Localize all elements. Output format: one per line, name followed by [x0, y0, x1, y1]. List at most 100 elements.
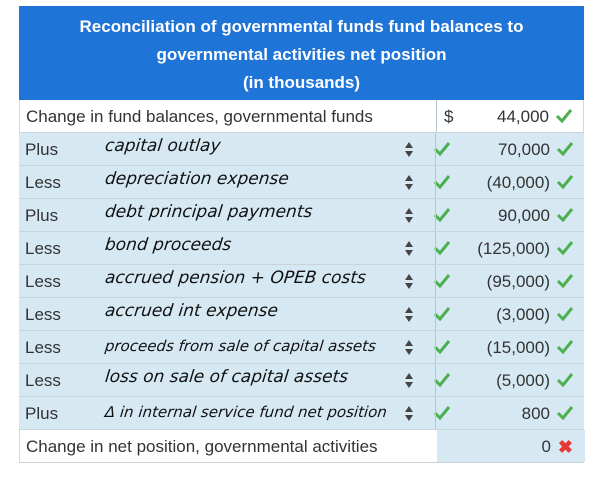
operator-cell[interactable]: Less — [19, 232, 75, 264]
reconciliation-table: Reconciliation of governmental funds fun… — [19, 6, 585, 463]
x-icon: ✖ — [557, 437, 573, 457]
dropdown-arrows-icon[interactable] — [405, 142, 413, 158]
description-text: accrued pension + OPEB costs — [103, 268, 367, 288]
dropdown-arrows-icon[interactable] — [405, 208, 413, 224]
check-icon — [433, 175, 451, 190]
operator-cell[interactable]: Plus — [19, 397, 75, 429]
reconciling-row: Plus Δ in internal service fund net posi… — [19, 397, 584, 430]
reconciling-row: Less bond proceeds (125,000) — [19, 232, 584, 265]
fund-balance-label: Change in fund balances, governmental fu… — [26, 107, 373, 126]
fund-balance-amount: 44,000 — [497, 107, 549, 126]
check-icon — [433, 307, 451, 322]
check-icon — [556, 340, 574, 355]
net-position-amount-cell[interactable]: 0 ✖ — [437, 430, 585, 462]
amount-value: (5,000) — [496, 371, 550, 390]
operator-cell[interactable]: Less — [19, 364, 75, 396]
amount-input[interactable]: 90,000 — [436, 199, 584, 231]
operator-label: Less — [25, 173, 61, 192]
description-dropdown[interactable]: capital outlay — [75, 133, 451, 165]
operator-cell[interactable]: Less — [19, 331, 75, 363]
reconciling-row: Less proceeds from sale of capital asset… — [19, 331, 584, 364]
amount-value: 70,000 — [498, 140, 550, 159]
reconciling-row: Plus capital outlay 70,000 — [19, 133, 584, 166]
operator-cell[interactable]: Plus — [19, 133, 75, 165]
amount-input[interactable]: (15,000) — [436, 331, 584, 363]
operator-label: Plus — [25, 140, 59, 159]
amount-input[interactable]: (3,000) — [436, 298, 584, 330]
dropdown-arrows-icon[interactable] — [405, 175, 413, 191]
check-icon — [433, 373, 451, 388]
operator-cell[interactable]: Less — [19, 166, 75, 198]
dropdown-arrows-icon[interactable] — [405, 373, 413, 389]
table-header: Reconciliation of governmental funds fun… — [19, 6, 584, 100]
dollar-sign: $ — [444, 107, 454, 126]
amount-value: 90,000 — [498, 206, 550, 225]
check-icon — [556, 142, 574, 157]
amount-input[interactable]: 800 — [436, 397, 584, 429]
check-icon — [556, 175, 574, 190]
dropdown-arrows-icon[interactable] — [405, 340, 413, 356]
amount-input[interactable]: (95,000) — [436, 265, 584, 297]
check-icon — [433, 340, 451, 355]
operator-label: Plus — [25, 404, 59, 423]
description-dropdown[interactable]: depreciation expense — [75, 166, 451, 198]
check-icon — [433, 241, 451, 256]
operator-label: Less — [25, 338, 61, 357]
description-dropdown[interactable]: bond proceeds — [75, 232, 451, 264]
description-dropdown[interactable]: Δ in internal service fund net position — [75, 397, 451, 429]
reconciling-items: Plus capital outlay 70,000 Less deprecia… — [19, 133, 584, 430]
description-dropdown[interactable]: loss on sale of capital assets — [75, 364, 451, 396]
description-text: Δ in internal service fund net position — [104, 403, 388, 421]
check-icon — [556, 307, 574, 322]
amount-value: (40,000) — [486, 173, 550, 192]
description-dropdown[interactable]: accrued pension + OPEB costs — [75, 265, 451, 297]
amount-input[interactable]: (125,000) — [436, 232, 584, 264]
check-icon — [433, 274, 451, 289]
description-dropdown[interactable]: proceeds from sale of capital assets — [75, 331, 451, 363]
net-position-row: Change in net position, governmental act… — [19, 430, 585, 463]
amount-value: (3,000) — [496, 305, 550, 324]
check-icon — [433, 142, 451, 157]
dropdown-arrows-icon[interactable] — [405, 307, 413, 323]
reconciling-row: Less depreciation expense (40,000) — [19, 166, 584, 199]
amount-input[interactable]: (5,000) — [436, 364, 584, 396]
check-icon — [556, 208, 574, 223]
reconciling-row: Plus debt principal payments 90,000 — [19, 199, 584, 232]
operator-label: Less — [25, 371, 61, 390]
dropdown-arrows-icon[interactable] — [405, 406, 413, 422]
amount-input[interactable]: 70,000 — [436, 133, 584, 165]
description-dropdown[interactable]: debt principal payments — [75, 199, 451, 231]
amount-input[interactable]: (40,000) — [436, 166, 584, 198]
check-icon — [433, 208, 451, 223]
amount-value: (95,000) — [486, 272, 550, 291]
reconciling-row: Less accrued int expense (3,000) — [19, 298, 584, 331]
check-icon — [556, 406, 574, 421]
amount-value: (15,000) — [486, 338, 550, 357]
check-icon — [555, 109, 573, 124]
operator-cell[interactable]: Less — [19, 265, 75, 297]
operator-label: Less — [25, 239, 61, 258]
net-position-amount: 0 — [541, 437, 551, 456]
header-line-3: (in thousands) — [242, 73, 361, 92]
check-icon — [556, 241, 574, 256]
amount-value: (125,000) — [477, 239, 550, 258]
header-line-2: governmental activities net position — [156, 45, 447, 64]
fund-balance-row: Change in fund balances, governmental fu… — [19, 100, 584, 133]
description-text: capital outlay — [103, 136, 222, 156]
description-dropdown[interactable]: accrued int expense — [75, 298, 451, 330]
dropdown-arrows-icon[interactable] — [405, 274, 413, 290]
description-text: loss on sale of capital assets — [103, 367, 350, 387]
operator-cell[interactable]: Plus — [19, 199, 75, 231]
reconciling-row: Less loss on sale of capital assets (5,0… — [19, 364, 584, 397]
check-icon — [556, 373, 574, 388]
operator-label: Plus — [25, 206, 59, 225]
header-line-1: Reconciliation of governmental funds fun… — [79, 17, 524, 36]
description-text: bond proceeds — [103, 235, 233, 255]
description-text: debt principal payments — [103, 202, 314, 222]
dropdown-arrows-icon[interactable] — [405, 241, 413, 257]
operator-cell[interactable]: Less — [19, 298, 75, 330]
description-text: proceeds from sale of capital assets — [104, 337, 377, 355]
net-position-label: Change in net position, governmental act… — [26, 437, 378, 456]
reconciling-row: Less accrued pension + OPEB costs (95,00… — [19, 265, 584, 298]
description-text: accrued int expense — [103, 301, 280, 321]
